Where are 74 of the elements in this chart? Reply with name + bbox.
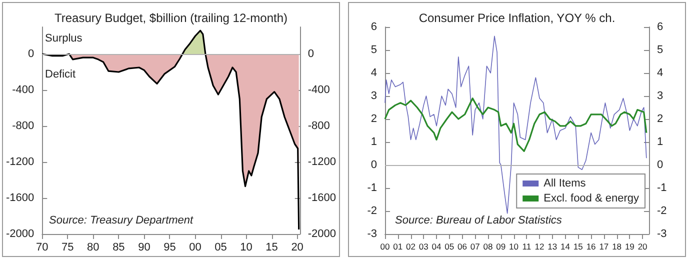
annotation: Source: Treasury Department — [49, 214, 194, 226]
x-tick-label: 13 — [548, 242, 558, 252]
annotation: Surplus — [45, 32, 83, 44]
x-tick-label: 00 — [189, 242, 202, 254]
y2-tick-label: -3 — [657, 228, 667, 240]
legend-label: Excl. food & energy — [544, 192, 640, 204]
annotation: Source: Bureau of Labor Statistics — [395, 214, 562, 226]
x-tick-label: 10 — [240, 242, 252, 254]
x-tick-label: 01 — [393, 242, 403, 252]
x-tick-label: 03 — [418, 242, 429, 252]
x-tick-label: 09 — [496, 242, 506, 252]
y-tick-label: 4 — [370, 67, 377, 79]
x-tick-label: 10 — [509, 242, 519, 252]
chart-title: Treasury Budget, $billion (trailing 12-month) — [54, 11, 288, 25]
x-tick-label: 75 — [62, 242, 74, 254]
x-tick-label: 05 — [444, 242, 454, 252]
x-tick-label: 70 — [36, 242, 48, 254]
y-tick-label: -2 — [367, 205, 377, 217]
x-tick-label: 04 — [432, 242, 442, 252]
x-tick-label: 15 — [266, 242, 278, 254]
y2-tick-label: 0 — [308, 48, 314, 60]
y-tick-label: 5 — [370, 44, 377, 56]
x-tick-label: 05 — [214, 242, 227, 254]
y-tick-label: 0 — [28, 48, 34, 60]
y-tick-label: -2000 — [6, 228, 34, 240]
y2-tick-label: 3 — [657, 90, 664, 102]
x-tick-label: 85 — [112, 242, 125, 254]
y2-tick-label: -1 — [657, 182, 667, 194]
y2-tick-label: -1600 — [308, 192, 336, 204]
x-tick-label: 90 — [138, 242, 150, 254]
x-tick-label: 17 — [599, 242, 609, 252]
x-tick-label: 20 — [291, 242, 304, 254]
chart-title: Consumer Price Inflation, YOY % ch. — [418, 11, 616, 25]
line-series — [384, 98, 648, 152]
y2-tick-label: -2000 — [308, 228, 336, 240]
y-tick-label: -3 — [367, 228, 377, 240]
x-tick-label: 16 — [586, 242, 596, 252]
x-tick-label: 07 — [470, 242, 480, 252]
y2-tick-label: -800 — [308, 120, 330, 132]
x-tick-label: 14 — [560, 242, 570, 252]
y-tick-label: -800 — [12, 120, 34, 132]
y-tick-label: -400 — [12, 84, 34, 96]
legend-label: All Items — [544, 178, 586, 190]
y-tick-label: -1600 — [6, 192, 34, 204]
y-tick-label: 0 — [370, 159, 377, 171]
y-tick-label: 3 — [370, 90, 377, 102]
x-tick-label: 19 — [624, 242, 635, 252]
y-tick-label: 2 — [370, 113, 377, 125]
line-series — [384, 36, 647, 214]
x-tick-label: 18 — [612, 242, 622, 252]
x-tick-label: 20 — [638, 242, 648, 252]
y2-tick-label: -2 — [657, 205, 667, 217]
y2-tick-label: -1200 — [308, 156, 336, 168]
y-tick-label: -1 — [367, 182, 377, 194]
x-tick-label: 15 — [573, 242, 584, 252]
x-tick-label: 00 — [380, 242, 390, 252]
y2-tick-label: 4 — [657, 67, 664, 79]
x-tick-label: 06 — [458, 242, 468, 252]
y2-tick-label: 1 — [657, 136, 664, 148]
x-tick-label: 08 — [483, 242, 494, 252]
y2-tick-label: 0 — [657, 159, 664, 171]
annotation: Deficit — [45, 68, 76, 80]
y2-tick-label: 2 — [657, 113, 664, 125]
x-tick-label: 12 — [534, 242, 545, 252]
y-tick-label: 6 — [370, 21, 377, 33]
x-tick-label: 80 — [87, 242, 100, 254]
y-tick-label: 1 — [370, 136, 377, 148]
x-tick-label: 02 — [406, 242, 416, 252]
y2-tick-label: -400 — [308, 84, 330, 96]
y-tick-label: -1200 — [6, 156, 34, 168]
y2-tick-label: 5 — [657, 44, 664, 56]
x-tick-label: 11 — [522, 242, 532, 252]
x-tick-label: 95 — [164, 242, 176, 254]
y2-tick-label: 6 — [657, 21, 664, 33]
